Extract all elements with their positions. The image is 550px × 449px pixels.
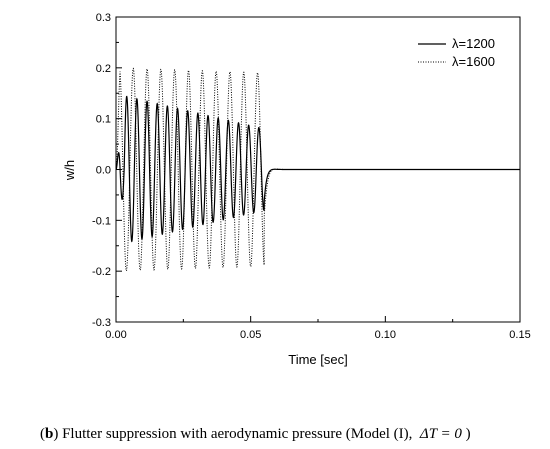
caption-close: ) <box>465 426 471 442</box>
figure-caption: (b) Flutter suppression with aerodynamic… <box>40 426 540 443</box>
y-tick-label-1: 0.2 <box>96 63 111 75</box>
caption-open: ( <box>40 426 45 442</box>
y-tick-label-3: 0.0 <box>96 165 111 177</box>
caption-formula: ΔT = 0 <box>419 426 462 442</box>
x-axis-label: Time [sec] <box>288 352 347 367</box>
x-tick-label-3: 0.15 <box>509 329 530 341</box>
y-tick-label-6: -0.3 <box>92 317 111 329</box>
x-tick-label-2: 0.10 <box>375 329 396 341</box>
legend-label-lambda-1600: λ=1600 <box>452 54 495 69</box>
y-axis-label: w/h <box>62 160 77 181</box>
x-tick-label-0: 0.00 <box>105 329 126 341</box>
y-tick-label-2: 0.1 <box>96 114 111 126</box>
caption-text: ) Flutter suppression with aerodynamic p… <box>53 426 413 442</box>
x-tick-label-1: 0.05 <box>240 329 261 341</box>
legend-label-lambda-1200: λ=1200 <box>452 36 495 51</box>
ticks: 0.00 0.05 0.10 0.15 0.3 0.2 0.1 0.0 -0.1 -0.2 -0.3 <box>92 12 531 341</box>
y-tick-label-5: -0.2 <box>92 266 111 278</box>
series-layer <box>115 67 520 272</box>
series-line-1 <box>115 67 520 272</box>
y-tick-label-4: -0.1 <box>92 215 111 227</box>
y-tick-label-0: 0.3 <box>96 12 111 24</box>
caption-label: b <box>45 426 54 442</box>
legend: λ=1200 λ=1600 <box>418 36 495 69</box>
